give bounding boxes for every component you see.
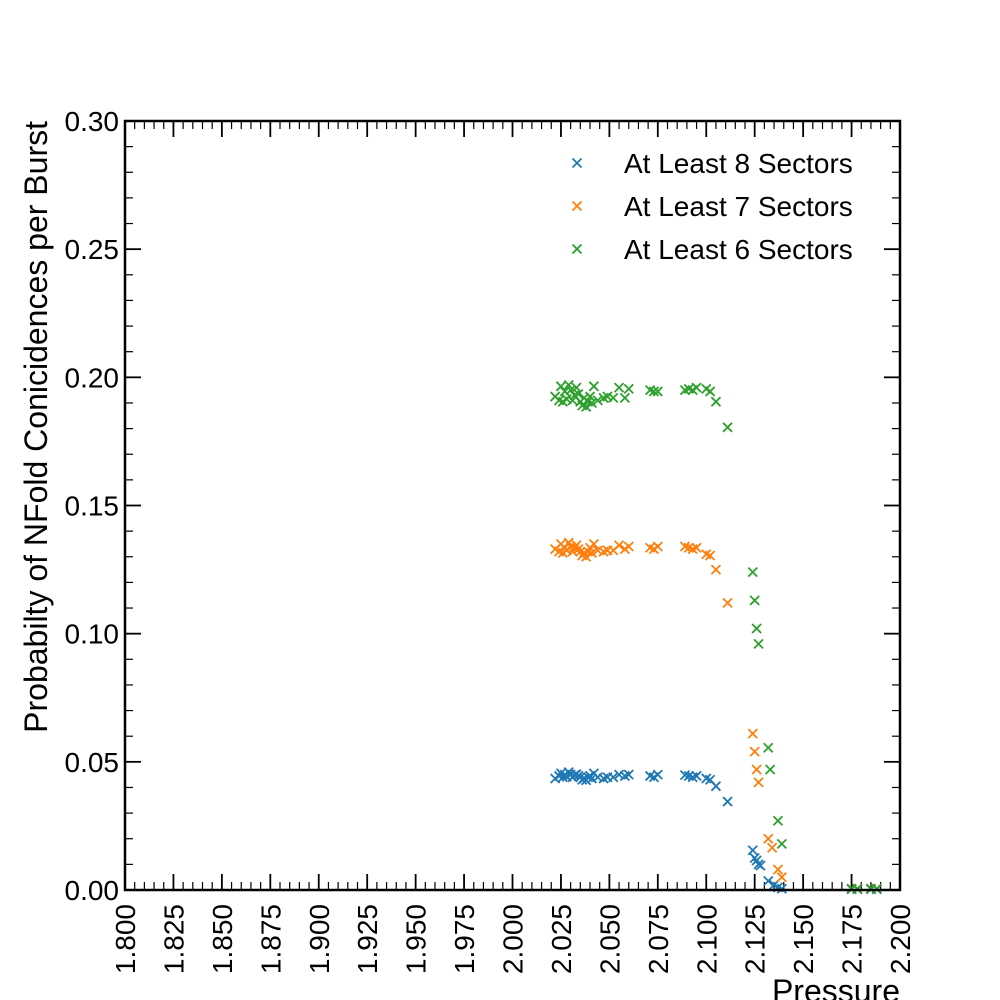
- x-tick-label: 2.100: [691, 904, 722, 974]
- plot-frame: [123, 119, 902, 892]
- x-tick-label: 2.150: [788, 904, 819, 974]
- data-point: [776, 872, 787, 883]
- x-tick-label: 1.925: [352, 904, 383, 974]
- data-point: [691, 382, 702, 393]
- data-point: [751, 623, 762, 634]
- data-point: [652, 386, 663, 397]
- x-tick-label: 1.825: [158, 904, 189, 974]
- y-tick-label: 0.00: [65, 875, 120, 906]
- y-tick-label: 0.05: [65, 747, 120, 778]
- data-point: [749, 595, 760, 606]
- x-tick-label: 2.050: [594, 904, 625, 974]
- x-tick-label: 2.075: [643, 904, 674, 974]
- data-point: [772, 864, 784, 875]
- data-point: [704, 550, 716, 561]
- legend-label: At Least 7 Sectors: [624, 191, 853, 222]
- x-tick-label: 1.800: [110, 904, 141, 974]
- data-point: [623, 541, 634, 552]
- legend-marker: [571, 200, 583, 212]
- data-point: [763, 833, 774, 844]
- data-point: [584, 391, 596, 402]
- data-point: [586, 397, 598, 409]
- data-point: [710, 564, 722, 575]
- data-point: [776, 838, 787, 849]
- x-tick-label: 1.900: [304, 904, 335, 974]
- legend-label: At Least 6 Sectors: [624, 234, 853, 265]
- data-point: [691, 542, 702, 553]
- legend-label: At Least 8 Sectors: [624, 148, 853, 179]
- data-point: [691, 770, 702, 782]
- data-point: [749, 746, 760, 757]
- x-tick-label: 1.950: [401, 904, 432, 974]
- data-point: [751, 764, 762, 775]
- data-point: [766, 842, 778, 853]
- data-point: [722, 597, 733, 609]
- data-point: [623, 383, 634, 395]
- data-point: [763, 742, 774, 753]
- x-tick-label: 1.850: [207, 904, 238, 974]
- data-point: [753, 638, 764, 650]
- data-point: [648, 386, 660, 397]
- data-point: [613, 540, 625, 551]
- data-point: [588, 538, 600, 550]
- legend-marker: [571, 157, 583, 169]
- data-point: [722, 796, 733, 807]
- data-point: [608, 392, 619, 403]
- y-axis-label: Probabilty of NFold Conicidences per Bur…: [18, 121, 54, 733]
- data-point: [613, 382, 625, 393]
- series-3: [549, 379, 882, 894]
- data-point: [619, 392, 631, 403]
- y-tick-label: 0.15: [65, 491, 120, 522]
- data-markers: [549, 379, 882, 895]
- data-point: [652, 541, 663, 552]
- data-point: [652, 769, 663, 780]
- y-tick-label: 0.20: [65, 362, 120, 393]
- legend: At Least 8 Sectors At Least 7 Sectors At L…: [571, 148, 853, 265]
- y-tick-label: 0.10: [65, 619, 120, 650]
- series-2: [549, 537, 882, 894]
- data-point: [755, 860, 766, 871]
- data-point: [608, 772, 619, 783]
- x-tick-label: 2.000: [498, 904, 529, 974]
- y-tick-label: 0.25: [65, 234, 120, 265]
- data-point: [588, 381, 600, 392]
- data-point: [772, 815, 784, 826]
- data-point: [776, 883, 787, 894]
- data-point: [704, 386, 716, 397]
- x-axis-label: Pressure: [772, 973, 900, 1000]
- data-point: [710, 396, 722, 407]
- x-tick-label: 2.025: [546, 904, 577, 974]
- data-point: [765, 764, 776, 775]
- data-point: [747, 567, 758, 578]
- series-1: [549, 766, 882, 895]
- data-point: [747, 728, 758, 739]
- data-point: [763, 875, 774, 887]
- data-point: [623, 769, 634, 780]
- minor-ticks: [125, 121, 900, 890]
- data-point: [753, 777, 764, 788]
- y-tick-label: 0.30: [65, 106, 120, 137]
- data-point: [871, 883, 882, 894]
- x-tick-labels: 1.800 1.825 1.850 1.875 1.900 1.925 1.950 1.975…: [110, 904, 916, 974]
- x-tick-label: 2.125: [740, 904, 771, 974]
- x-tick-label: 1.975: [449, 904, 480, 974]
- data-point: [710, 781, 722, 792]
- data-point: [586, 547, 598, 559]
- data-point: [571, 382, 582, 393]
- y-tick-labels: 0.00 0.05 0.10 0.15 0.20 0.25 0.30: [65, 106, 120, 906]
- data-point: [852, 883, 863, 894]
- x-tick-label: 2.175: [837, 904, 868, 974]
- data-point: [679, 770, 691, 781]
- data-point: [573, 388, 584, 400]
- legend-marker: [571, 243, 583, 255]
- data-point: [747, 845, 758, 856]
- data-point: [592, 395, 603, 406]
- x-tick-label: 2.200: [885, 904, 916, 974]
- x-tick-label: 1.875: [255, 904, 286, 974]
- data-point: [722, 422, 733, 433]
